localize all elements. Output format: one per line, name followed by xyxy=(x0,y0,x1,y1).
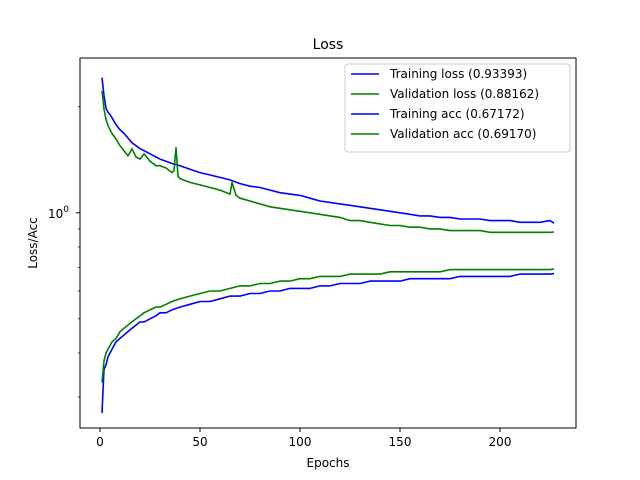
y-axis-label: Loss/Acc xyxy=(26,217,40,269)
x-tick-label-4: 200 xyxy=(489,435,512,449)
x-tick-label-0: 0 xyxy=(96,435,104,449)
y-axis: 100 xyxy=(48,106,80,398)
x-tick-label-3: 150 xyxy=(389,435,412,449)
x-tick-label-2: 100 xyxy=(289,435,312,449)
series-line-0 xyxy=(101,77,555,224)
series-line-1 xyxy=(101,90,555,234)
series-lines xyxy=(101,77,555,414)
legend: Training loss (0.93393) Validation loss (… xyxy=(344,63,571,153)
legend-label-3: Validation acc (0.69170) xyxy=(390,127,536,141)
series-line-3 xyxy=(101,268,555,383)
y-tick-label-0: 100 xyxy=(48,205,69,221)
x-tick-label-1: 50 xyxy=(192,435,207,449)
x-axis-label: Epochs xyxy=(307,456,350,470)
x-axis: 0 50 100 150 200 xyxy=(96,428,511,449)
chart-title: Loss xyxy=(313,37,344,53)
legend-label-1: Validation loss (0.88162) xyxy=(390,87,539,101)
legend-label-0: Training loss (0.93393) xyxy=(389,67,527,81)
series-line-2 xyxy=(101,272,555,414)
plot-frame xyxy=(79,57,577,429)
legend-box xyxy=(344,63,571,153)
legend-label-2: Training acc (0.67172) xyxy=(389,107,525,121)
